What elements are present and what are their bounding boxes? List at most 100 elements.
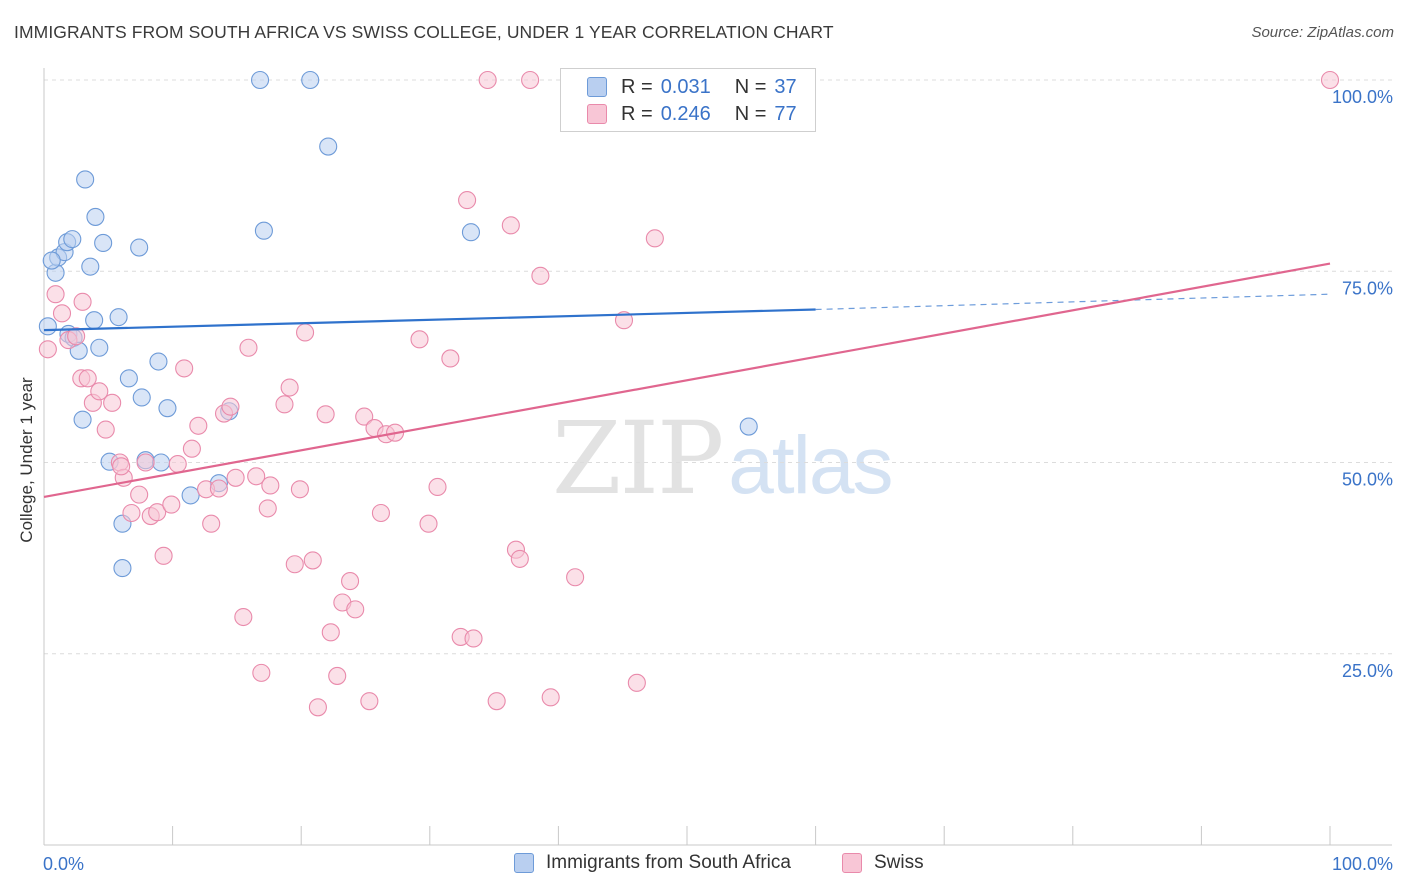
point-south-africa — [109, 308, 128, 327]
point-swiss — [441, 349, 460, 368]
point-swiss — [189, 416, 208, 435]
series-legend-label: Swiss — [874, 852, 924, 873]
point-swiss — [168, 454, 187, 474]
point-swiss — [130, 485, 149, 504]
legend-r-label: R = — [621, 75, 653, 98]
point-south-africa — [38, 317, 57, 336]
legend-swatch-pink — [842, 853, 862, 873]
x-tick-label: 100.0% — [1332, 854, 1393, 874]
point-swiss — [428, 477, 447, 497]
point-swiss — [355, 407, 374, 426]
point-swiss — [226, 468, 245, 487]
legend-r-value: 0.031 — [660, 75, 711, 98]
point-south-africa — [119, 369, 138, 388]
point-swiss — [162, 495, 181, 514]
x-tick-label: 0.0% — [43, 854, 84, 874]
point-south-africa — [130, 238, 149, 257]
trendline-extension-south-africa — [815, 293, 1331, 311]
point-swiss — [627, 673, 646, 692]
point-swiss — [247, 467, 266, 486]
point-swiss — [275, 395, 294, 414]
legend-n-value: 37 — [774, 75, 797, 98]
legend-swatch-pink — [587, 104, 607, 124]
point-swiss — [38, 340, 57, 359]
point-swiss — [182, 439, 201, 458]
trendline-south-africa — [43, 308, 816, 332]
point-swiss — [46, 285, 65, 304]
point-swiss — [258, 499, 277, 518]
point-swiss — [645, 229, 664, 248]
point-swiss — [371, 503, 390, 523]
point-south-africa — [73, 410, 92, 429]
point-south-africa — [181, 486, 200, 505]
point-swiss — [478, 70, 497, 90]
point-south-africa — [113, 559, 132, 578]
point-swiss — [96, 420, 115, 439]
legend-r-label: R = — [621, 102, 653, 125]
point-swiss — [410, 330, 429, 349]
point-swiss — [285, 555, 304, 574]
point-south-africa — [90, 338, 109, 357]
point-swiss — [290, 480, 309, 499]
point-swiss — [280, 378, 299, 397]
point-swiss — [103, 393, 122, 412]
stats-legend-row-south-africa: R = 0.031 N = 37 — [587, 75, 797, 99]
legend-n-label: N = — [734, 75, 767, 98]
watermark-zip: ZIP — [552, 400, 724, 517]
point-swiss — [360, 692, 379, 711]
point-swiss — [464, 629, 483, 648]
series-legend-item-south-africa[interactable]: Immigrants from South Africa — [514, 852, 791, 874]
point-south-africa — [158, 399, 177, 418]
y-tick-label: 25.0% — [1342, 661, 1393, 681]
point-south-africa — [81, 257, 100, 276]
point-swiss — [303, 551, 322, 570]
point-swiss — [321, 623, 340, 642]
point-swiss — [521, 70, 540, 90]
watermark-atlas: atlas — [728, 420, 893, 511]
chart-title: IMMIGRANTS FROM SOUTH AFRICA VS SWISS CO… — [14, 22, 834, 42]
point-swiss — [510, 549, 529, 568]
point-south-africa — [254, 221, 273, 240]
stats-legend: R = 0.031 N = 37 R = 0.246 N = 77 — [560, 68, 816, 132]
point-south-africa — [63, 230, 82, 249]
source-label: Source: ZipAtlas.com — [1251, 24, 1394, 41]
point-swiss — [202, 514, 221, 533]
point-south-africa — [151, 453, 171, 472]
point-south-africa — [319, 137, 338, 156]
point-south-africa — [42, 251, 61, 270]
point-swiss — [531, 266, 550, 285]
point-south-africa — [739, 417, 758, 436]
point-swiss — [112, 457, 131, 476]
point-swiss — [501, 216, 520, 235]
point-swiss — [209, 479, 228, 498]
legend-n-value: 77 — [774, 102, 797, 125]
legend-swatch-blue — [514, 853, 534, 873]
point-south-africa — [149, 352, 168, 371]
series-legend-item-swiss[interactable]: Swiss — [842, 852, 924, 874]
point-swiss — [328, 666, 347, 685]
legend-swatch-blue — [587, 77, 607, 97]
point-swiss — [458, 191, 477, 210]
y-axis-label: College, Under 1 year — [17, 377, 36, 543]
point-swiss — [614, 311, 634, 330]
point-swiss — [1320, 70, 1340, 90]
point-swiss — [239, 338, 258, 357]
point-swiss — [122, 503, 141, 523]
point-swiss — [90, 382, 109, 401]
point-swiss — [346, 600, 365, 619]
point-swiss — [341, 572, 360, 591]
point-swiss — [175, 359, 194, 378]
series-legend-label: Immigrants from South Africa — [546, 852, 791, 873]
point-swiss — [78, 369, 97, 388]
trendline-swiss — [43, 262, 1331, 499]
point-swiss — [566, 568, 585, 587]
point-south-africa — [132, 388, 151, 407]
point-swiss — [136, 453, 155, 472]
point-swiss — [316, 405, 335, 424]
point-swiss — [252, 663, 271, 682]
y-tick-label: 50.0% — [1342, 470, 1393, 490]
point-swiss — [234, 607, 253, 627]
point-swiss — [308, 698, 327, 717]
point-south-africa — [86, 207, 105, 226]
